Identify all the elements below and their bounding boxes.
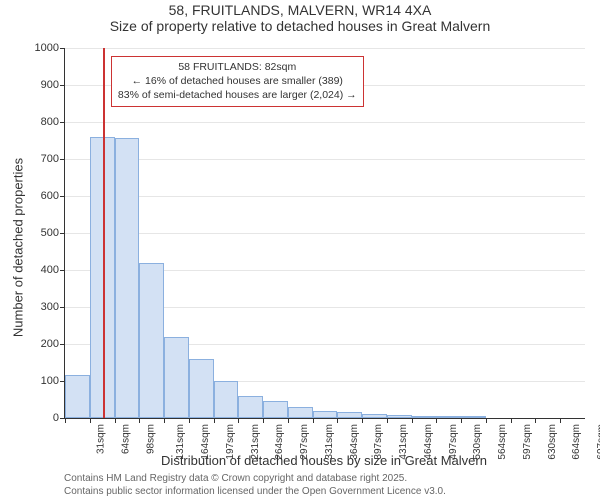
y-tick-mark [60,233,65,234]
bar [214,381,239,418]
credits-line-2: Contains public sector information licen… [64,486,584,499]
annotation-line-3: 83% of semi-detached houses are larger (… [118,88,357,102]
annotation-box: 58 FRUITLANDS: 82sqm← 16% of detached ho… [111,56,364,107]
x-tick-label: 64sqm [120,424,131,454]
bar [238,396,263,418]
y-tick-mark [60,270,65,271]
chart-title: 58, FRUITLANDS, MALVERN, WR14 4XA Size o… [0,2,600,34]
x-tick-mark [65,418,66,423]
y-tick-label: 400 [41,264,59,276]
credits: Contains HM Land Registry data © Crown c… [64,473,584,498]
annotation-line-2: ← 16% of detached houses are smaller (38… [118,74,357,88]
x-tick-mark [238,418,239,423]
x-axis-label: Distribution of detached houses by size … [64,453,584,468]
x-tick-mark [362,418,363,423]
x-tick-mark [535,418,536,423]
y-tick-mark [60,196,65,197]
annotation-line-1: 58 FRUITLANDS: 82sqm [118,60,357,74]
y-tick-label: 800 [41,116,59,128]
y-axis-label: Number of detached properties [11,88,26,408]
y-tick-label: 0 [53,412,59,424]
gridline [65,159,585,160]
title-line-1: 58, FRUITLANDS, MALVERN, WR14 4XA [0,2,600,18]
x-tick-mark [313,418,314,423]
bar [461,416,486,418]
bar [115,138,140,418]
y-tick-label: 1000 [35,42,59,54]
gridline [65,196,585,197]
credits-line-1: Contains HM Land Registry data © Crown c… [64,473,584,486]
y-tick-label: 300 [41,301,59,313]
bar [164,337,189,418]
plot-area: 0100200300400500600700800900100031sqm64s… [64,48,585,419]
bar [65,375,90,418]
x-tick-mark [90,418,91,423]
x-tick-mark [115,418,116,423]
x-tick-label: 31sqm [96,424,107,454]
x-tick-mark [486,418,487,423]
gridline [65,122,585,123]
y-tick-mark [60,85,65,86]
x-tick-mark [461,418,462,423]
gridline [65,233,585,234]
x-tick-mark [412,418,413,423]
y-tick-label: 200 [41,338,59,350]
x-tick-label: 697sqm [596,424,600,460]
x-tick-mark [189,418,190,423]
y-tick-mark [60,159,65,160]
x-tick-mark [337,418,338,423]
x-tick-mark [263,418,264,423]
x-tick-mark [436,418,437,423]
y-tick-mark [60,344,65,345]
y-tick-label: 500 [41,227,59,239]
x-tick-mark [288,418,289,423]
chart-container: 58, FRUITLANDS, MALVERN, WR14 4XA Size o… [0,0,600,500]
y-tick-label: 100 [41,375,59,387]
bar [139,263,164,418]
y-tick-mark [60,307,65,308]
bar [387,415,412,418]
reference-line [103,48,105,418]
title-line-2: Size of property relative to detached ho… [0,18,600,34]
bar [337,412,362,418]
y-tick-label: 900 [41,79,59,91]
gridline [65,48,585,49]
x-tick-mark [560,418,561,423]
bar [288,407,313,418]
x-tick-label: 98sqm [145,424,156,454]
y-tick-mark [60,48,65,49]
y-tick-label: 600 [41,190,59,202]
bar [412,416,437,418]
bar [313,411,338,418]
bar [263,401,288,418]
y-tick-label: 700 [41,153,59,165]
bar [362,414,387,418]
x-tick-mark [139,418,140,423]
bar [189,359,214,418]
x-tick-mark [387,418,388,423]
bar [436,416,461,418]
x-tick-mark [164,418,165,423]
x-tick-mark [214,418,215,423]
x-tick-mark [511,418,512,423]
y-tick-mark [60,122,65,123]
